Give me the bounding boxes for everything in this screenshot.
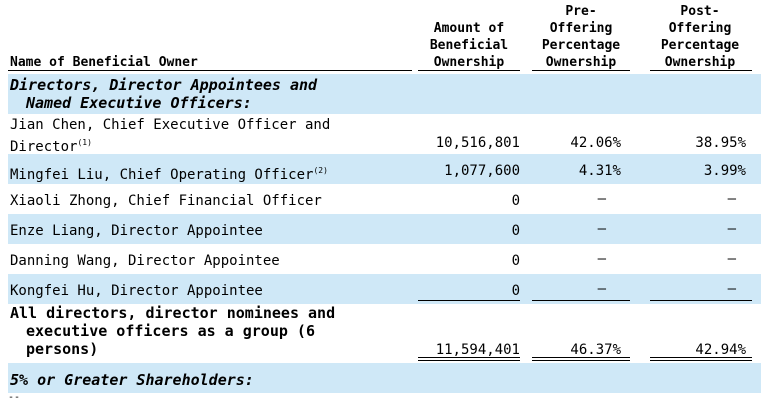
table-row: Kongfei Hu, Director Appointee 0 — — bbox=[8, 274, 761, 304]
footnote-marker: (1) bbox=[77, 138, 92, 147]
owner-name-line2: Director(1) bbox=[10, 134, 92, 156]
header-post-line2: Offering bbox=[668, 21, 732, 36]
amount-cell: 0 bbox=[511, 223, 520, 239]
total-label-line1: All directors, director nominees and bbox=[10, 304, 336, 322]
owner-name: Kongfei Hu, Director Appointee bbox=[10, 283, 263, 299]
total-label-line3: persons) bbox=[26, 340, 99, 358]
header-amount-underline bbox=[418, 70, 520, 71]
footnote-marker: (2) bbox=[313, 166, 328, 175]
header-post-line3: Percentage bbox=[660, 38, 740, 53]
pre-offering-cell: 4.31% bbox=[578, 163, 621, 179]
amount-cell: 1,077,600 bbox=[444, 163, 520, 179]
total-double-rule-pre bbox=[532, 357, 630, 361]
header-post-underline bbox=[650, 70, 752, 71]
owner-name: Mingfei Liu, Chief Operating Officer(2) bbox=[10, 162, 328, 184]
amount-cell: 0 bbox=[511, 283, 520, 299]
header-pre-line3: Percentage bbox=[541, 38, 621, 53]
pre-offering-cell: — bbox=[597, 191, 606, 207]
header-name-underline bbox=[8, 70, 412, 71]
pre-offering-cell: 42.06% bbox=[570, 135, 621, 151]
owner-name-text: Mingfei Liu, Chief Operating Officer bbox=[10, 167, 314, 183]
total-amount: 11,594,401 bbox=[435, 342, 520, 358]
owner-name: Danning Wang, Director Appointee bbox=[10, 253, 280, 269]
total-double-rule-post bbox=[650, 357, 752, 361]
header-pre-line2: Offering bbox=[549, 21, 613, 36]
table-row: Enze Liang, Director Appointee 0 — — bbox=[8, 214, 761, 244]
header-pre-line1: Pre- bbox=[565, 4, 597, 19]
owner-name-line1: Jian Chen, Chief Executive Officer and bbox=[10, 117, 331, 133]
post-offering-cell: 38.95% bbox=[695, 135, 746, 151]
header-amount-line3: Ownership bbox=[433, 55, 505, 70]
table-row: Jian Chen, Chief Executive Officer and D… bbox=[8, 114, 761, 156]
post-offering-cell: 3.99% bbox=[703, 163, 746, 179]
table-row: Danning Wang, Director Appointee 0 — — bbox=[8, 244, 761, 274]
total-pre-offering: 46.37% bbox=[570, 342, 621, 358]
owner-name: Xiaoli Zhong, Chief Financial Officer bbox=[10, 193, 322, 209]
total-label-line2: executive officers as a group (6 bbox=[26, 322, 315, 340]
section1-line2: Named Executive Officers: bbox=[26, 94, 252, 112]
header-pre-offering: Pre- Offering Percentage Ownership bbox=[530, 3, 632, 71]
section1-line1: Directors, Director Appointees and bbox=[10, 76, 318, 94]
post-offering-cell: — bbox=[727, 281, 736, 297]
amount-cell: 10,516,801 bbox=[435, 135, 520, 151]
subtotal-rule-pre bbox=[532, 300, 630, 301]
header-name: Name of Beneficial Owner bbox=[10, 55, 198, 70]
section-directors-officers: Directors, Director Appointees and Named… bbox=[8, 74, 761, 114]
subtotal-rule-post bbox=[650, 300, 752, 301]
footer-dashes: -- bbox=[8, 392, 21, 403]
subtotal-rule-amount bbox=[418, 300, 520, 301]
amount-cell: 0 bbox=[511, 193, 520, 209]
table-row: Mingfei Liu, Chief Operating Officer(2) … bbox=[8, 154, 761, 184]
header-pre-line4: Ownership bbox=[545, 55, 617, 70]
pre-offering-cell: — bbox=[597, 221, 606, 237]
pre-offering-cell: — bbox=[597, 281, 606, 297]
header-pre-underline bbox=[532, 70, 630, 71]
header-post-line1: Post- bbox=[680, 4, 720, 19]
section2-heading: 5% or Greater Shareholders: bbox=[10, 371, 254, 389]
post-offering-cell: — bbox=[727, 221, 736, 237]
total-row: All directors, director nominees and exe… bbox=[8, 304, 761, 362]
section-major-shareholders: 5% or Greater Shareholders: bbox=[8, 363, 761, 393]
table-row: Xiaoli Zhong, Chief Financial Officer 0 … bbox=[8, 184, 761, 214]
header-post-line4: Ownership bbox=[664, 55, 736, 70]
post-offering-cell: — bbox=[727, 251, 736, 267]
owner-name-text: Director bbox=[10, 139, 78, 155]
header-amount-line2: Beneficial bbox=[429, 38, 509, 53]
amount-cell: 0 bbox=[511, 253, 520, 269]
owner-name: Enze Liang, Director Appointee bbox=[10, 223, 263, 239]
header-amount: Amount of Beneficial Ownership bbox=[418, 20, 520, 71]
pre-offering-cell: — bbox=[597, 251, 606, 267]
header-post-offering: Post- Offering Percentage Ownership bbox=[648, 3, 752, 71]
total-double-rule-amount bbox=[418, 357, 520, 361]
header-amount-line1: Amount of bbox=[433, 21, 505, 36]
total-post-offering: 42.94% bbox=[695, 342, 746, 358]
post-offering-cell: — bbox=[727, 191, 736, 207]
